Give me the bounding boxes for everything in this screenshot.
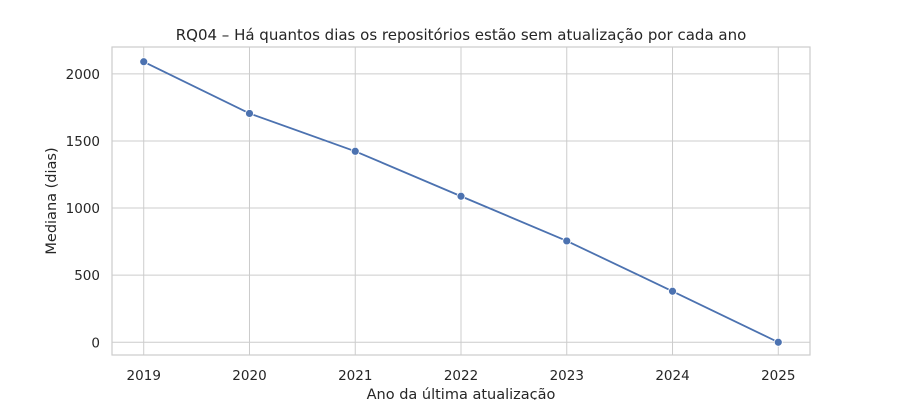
x-tick-label: 2021 <box>338 368 372 384</box>
x-tick-label: 2020 <box>232 368 266 384</box>
x-axis-ticks: 2019 2020 2021 2022 2023 2024 2025 <box>127 368 796 384</box>
data-point <box>245 109 254 118</box>
data-point <box>139 57 149 67</box>
y-tick-label: 1000 <box>66 201 100 217</box>
data-point <box>350 146 360 156</box>
data-point <box>456 191 466 201</box>
data-point <box>562 236 572 246</box>
y-tick-label: 1500 <box>66 134 100 150</box>
x-grid <box>143 47 779 355</box>
y-tick-label: 2000 <box>66 67 100 83</box>
x-tick-label: 2019 <box>127 368 161 384</box>
y-axis-ticks: 0 500 1000 1500 2000 <box>66 67 100 351</box>
x-tick-label: 2023 <box>550 368 584 384</box>
x-tick-label: 2022 <box>444 368 478 384</box>
data-point <box>668 286 677 296</box>
y-tick-label: 0 <box>91 335 100 351</box>
x-tick-label: 2024 <box>655 368 689 384</box>
y-axis-label: Mediana (dias) <box>44 147 60 254</box>
chart-title: RQ04 – Há quantos dias os repositórios e… <box>176 26 747 44</box>
x-axis-label: Ano da última atualização <box>367 387 556 400</box>
series-layer <box>139 57 783 347</box>
y-grid <box>112 73 810 343</box>
plot-frame <box>111 46 811 356</box>
x-tick-label: 2025 <box>761 368 795 384</box>
y-tick-label: 500 <box>74 268 100 284</box>
data-point <box>773 337 783 347</box>
